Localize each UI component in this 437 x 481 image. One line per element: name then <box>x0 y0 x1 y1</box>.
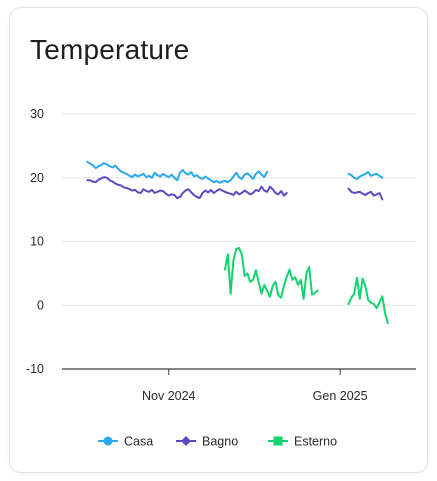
y-tick-label: 10 <box>30 235 44 249</box>
x-tick-label: Gen 2025 <box>313 389 368 403</box>
legend-item-esterno[interactable]: Esterno <box>268 435 337 449</box>
series-line-segment <box>224 246 319 300</box>
legend-circle-marker <box>103 436 113 446</box>
legend-item-bagno[interactable]: Bagno <box>176 435 238 449</box>
series-bagno <box>86 176 384 201</box>
legend-square-marker <box>273 436 283 446</box>
legend-label: Esterno <box>294 435 337 449</box>
legend: Casa Bagno Esterno <box>98 435 337 449</box>
series-lines <box>86 160 389 325</box>
legend-diamond-marker <box>181 436 191 446</box>
y-tick-label: 20 <box>30 171 44 185</box>
y-axis-ticks: 30 20 10 0 -10 <box>26 107 44 376</box>
series-line-segment <box>347 276 389 325</box>
grid-lines <box>62 113 416 306</box>
series-line-segment <box>347 171 384 180</box>
legend-item-casa[interactable]: Casa <box>98 435 153 449</box>
y-tick-label: 30 <box>30 107 44 121</box>
y-tick-label: -10 <box>26 362 44 376</box>
series-line-segment <box>347 187 384 201</box>
x-tick-label: Nov 2024 <box>142 389 196 403</box>
series-esterno <box>224 246 389 325</box>
series-line-segment <box>86 176 288 200</box>
legend-label: Bagno <box>202 435 238 449</box>
card-title: Temperature <box>30 34 190 65</box>
legend-label: Casa <box>124 435 153 449</box>
series-casa <box>86 160 384 184</box>
series-line-segment <box>86 160 269 184</box>
x-axis: Nov 2024 Gen 2025 <box>62 368 416 403</box>
temperature-card: Temperature <box>9 7 428 473</box>
y-tick-label: 0 <box>37 298 44 312</box>
